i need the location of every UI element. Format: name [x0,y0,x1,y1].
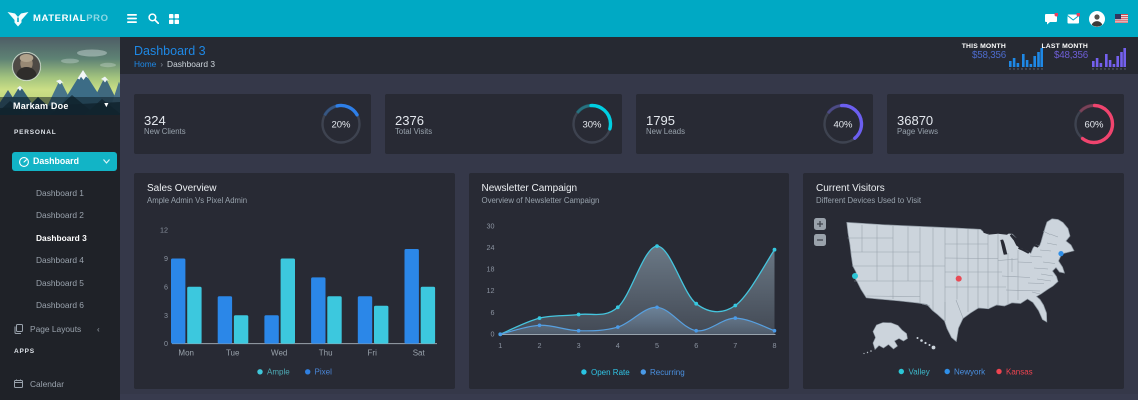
svg-text:7: 7 [733,341,737,350]
svg-text:Kansas: Kansas [1006,367,1033,376]
svg-text:1: 1 [498,341,502,350]
svg-text:Sat: Sat [413,349,426,358]
svg-text:6: 6 [694,341,698,350]
svg-text:Valley: Valley [909,367,930,376]
svg-text:Fri: Fri [368,349,378,358]
svg-text:0: 0 [490,329,494,338]
svg-text:40%: 40% [833,120,853,131]
svg-text:2: 2 [537,341,541,350]
svg-text:30%: 30% [582,120,602,131]
svg-text:24: 24 [486,243,494,252]
svg-text:Tue: Tue [226,349,240,358]
svg-text:6: 6 [490,308,494,317]
svg-text:8: 8 [772,341,776,350]
svg-text:Recurring: Recurring [650,368,685,377]
svg-text:3: 3 [576,341,580,350]
svg-text:Open Rate: Open Rate [591,368,630,377]
svg-text:5: 5 [655,341,659,350]
svg-text:6: 6 [164,282,168,291]
svg-text:12: 12 [486,286,494,295]
svg-text:0: 0 [164,339,168,348]
svg-text:9: 9 [164,254,168,263]
svg-text:Newyork: Newyork [954,367,986,376]
svg-text:20%: 20% [331,120,351,131]
svg-text:Pixel: Pixel [315,368,333,377]
svg-text:12: 12 [160,226,168,235]
svg-text:Thu: Thu [319,349,333,358]
svg-text:Wed: Wed [271,349,287,358]
svg-text:Ample: Ample [267,368,290,377]
svg-text:Mon: Mon [178,349,194,358]
svg-text:60%: 60% [1084,120,1104,131]
svg-text:30: 30 [486,221,494,230]
svg-text:18: 18 [486,265,494,274]
svg-text:4: 4 [615,341,619,350]
svg-text:3: 3 [164,311,168,320]
